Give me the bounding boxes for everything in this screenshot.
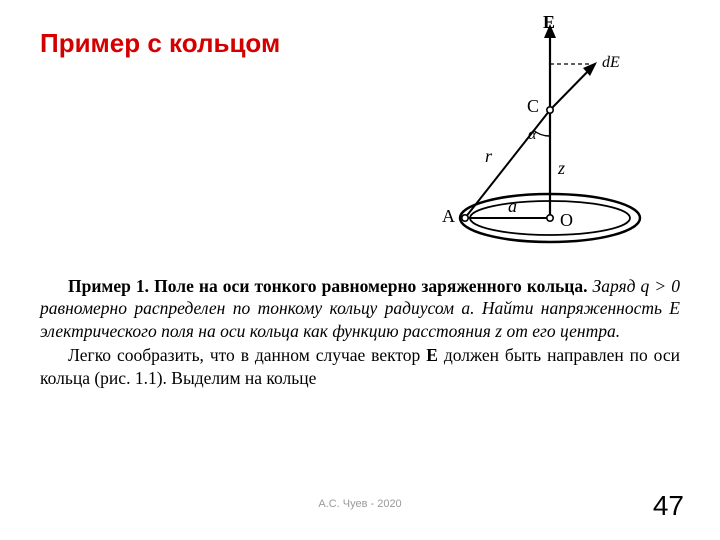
label-E: E [543,12,555,33]
solution-text-a: Легко сообразить, что в данном случае ве… [68,345,426,365]
label-r: r [485,146,492,167]
label-A: A [442,206,455,227]
solution-vector-E: E [426,345,438,365]
label-O: O [560,210,573,231]
footer-author: А.С. Чуев - 2020 [0,498,720,510]
label-a: a [508,196,517,217]
page-number: 47 [653,490,684,522]
ring-diagram: E dE C α r z A a O [400,18,680,263]
label-C: C [527,96,539,117]
example-heading: Пример 1. Поле на оси тонкого равномерно… [68,276,587,296]
label-z: z [558,158,565,179]
label-alpha: α [528,126,536,144]
body-text: Пример 1. Поле на оси тонкого равномерно… [40,275,680,389]
label-dE: dE [602,54,620,72]
slide-title: Пример с кольцом [40,28,280,59]
